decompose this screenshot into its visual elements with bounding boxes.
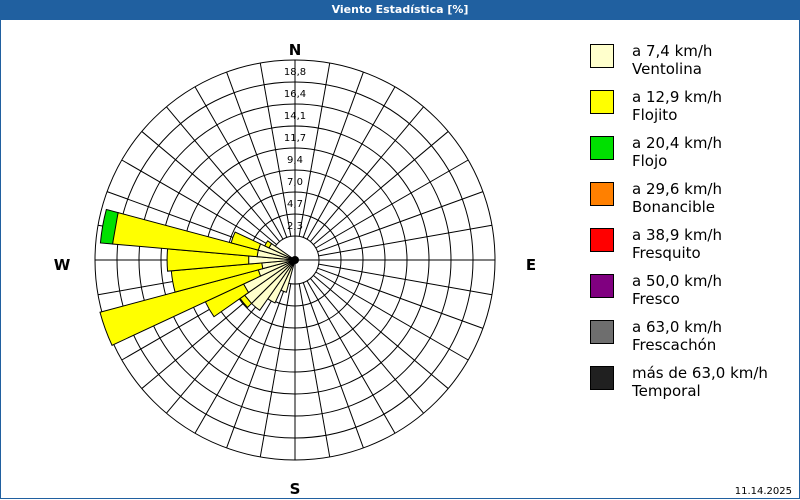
legend-class-name: Ventolina [632,60,702,78]
grid-spoke [194,86,284,240]
radial-tick-label: 11,7 [284,133,306,144]
grid-spoke [298,283,331,458]
grid-spoke [121,159,275,249]
radial-tick-label: 16,4 [284,89,306,100]
grid-spoke [310,278,424,414]
radial-tick-label: 4,7 [287,199,303,210]
legend-swatch [590,136,614,160]
sector-280-flojo [99,208,119,245]
legend-range: a 7,4 km/h [632,42,713,60]
legend-swatch [590,320,614,344]
legend-swatch [590,366,614,390]
date-label: 11.14.2025 [734,486,792,497]
sector-290-flojito [230,231,262,251]
grid-spoke [166,106,280,242]
legend-swatch [590,274,614,298]
grid-spoke [302,71,364,238]
legend-swatch [590,44,614,68]
legend-range: a 29,6 km/h [632,180,722,198]
legend-label: a 7,4 km/h Ventolina [632,42,712,78]
window-title: Viento Estadística [%] [0,0,800,20]
grid-spoke [315,159,469,249]
radial-tick-label: 2,3 [287,221,303,232]
legend-label: a 12,9 km/h Flojito [632,88,722,124]
grid-spoke [313,275,449,389]
legend-label: a 63,0 km/h Frescachón [632,318,722,354]
center-mark [291,256,299,264]
legend-class-name: Flojo [632,152,668,170]
radial-tick-label: 9,4 [287,155,303,166]
legend-label: a 38,9 km/h Fresquito [632,226,722,262]
grid-spoke [315,271,469,361]
grid-spoke [306,280,396,434]
grid-spoke [318,224,493,257]
legend-range: a 20,4 km/h [632,134,722,152]
grid-spoke [302,282,364,449]
legend-class-name: Fresquito [632,244,701,262]
legend-class-name: Temporal [632,382,701,400]
compass-label-s: S [290,480,301,498]
grid-spoke [226,71,288,238]
legend-class-name: Bonancible [632,198,716,216]
legend-label: a 29,6 km/h Bonancible [632,180,722,216]
legend-swatch [590,228,614,252]
grid-spoke [318,263,493,296]
grid-spoke [310,106,424,242]
compass-label-w: W [54,256,71,274]
radial-tick-label: 18,8 [284,67,306,78]
legend-range: a 63,0 km/h [632,318,722,336]
radial-tick-label: 7,0 [287,177,303,188]
compass-label-e: E [526,256,536,274]
legend-class-name: Flojito [632,106,678,124]
grid-spoke [313,131,449,245]
grid-spoke [194,280,284,434]
legend-range: más de 63,0 km/h [632,364,768,382]
grid-spoke [226,282,288,449]
compass-label-n: N [289,41,302,59]
grid-spoke [298,62,331,237]
legend-label: a 20,4 km/h Flojo [632,134,722,170]
grid-spoke [317,191,484,253]
legend-range: a 50,0 km/h [632,272,722,290]
legend-swatch [590,90,614,114]
sector-300-flojito [264,240,273,249]
grid-spoke [259,283,292,458]
legend-range: a 12,9 km/h [632,88,722,106]
radial-tick-label: 14,1 [284,111,306,122]
grid-spoke [306,86,396,240]
legend-label: a 50,0 km/h Fresco [632,272,722,308]
legend-range: a 38,9 km/h [632,226,722,244]
legend-label: más de 63,0 km/h Temporal [632,364,768,400]
legend-class-name: Frescachón [632,336,717,354]
legend-swatch [590,182,614,206]
legend-class-name: Fresco [632,290,680,308]
grid-spoke [259,62,292,237]
grid-spoke [317,267,484,329]
grid-spoke [141,131,277,245]
